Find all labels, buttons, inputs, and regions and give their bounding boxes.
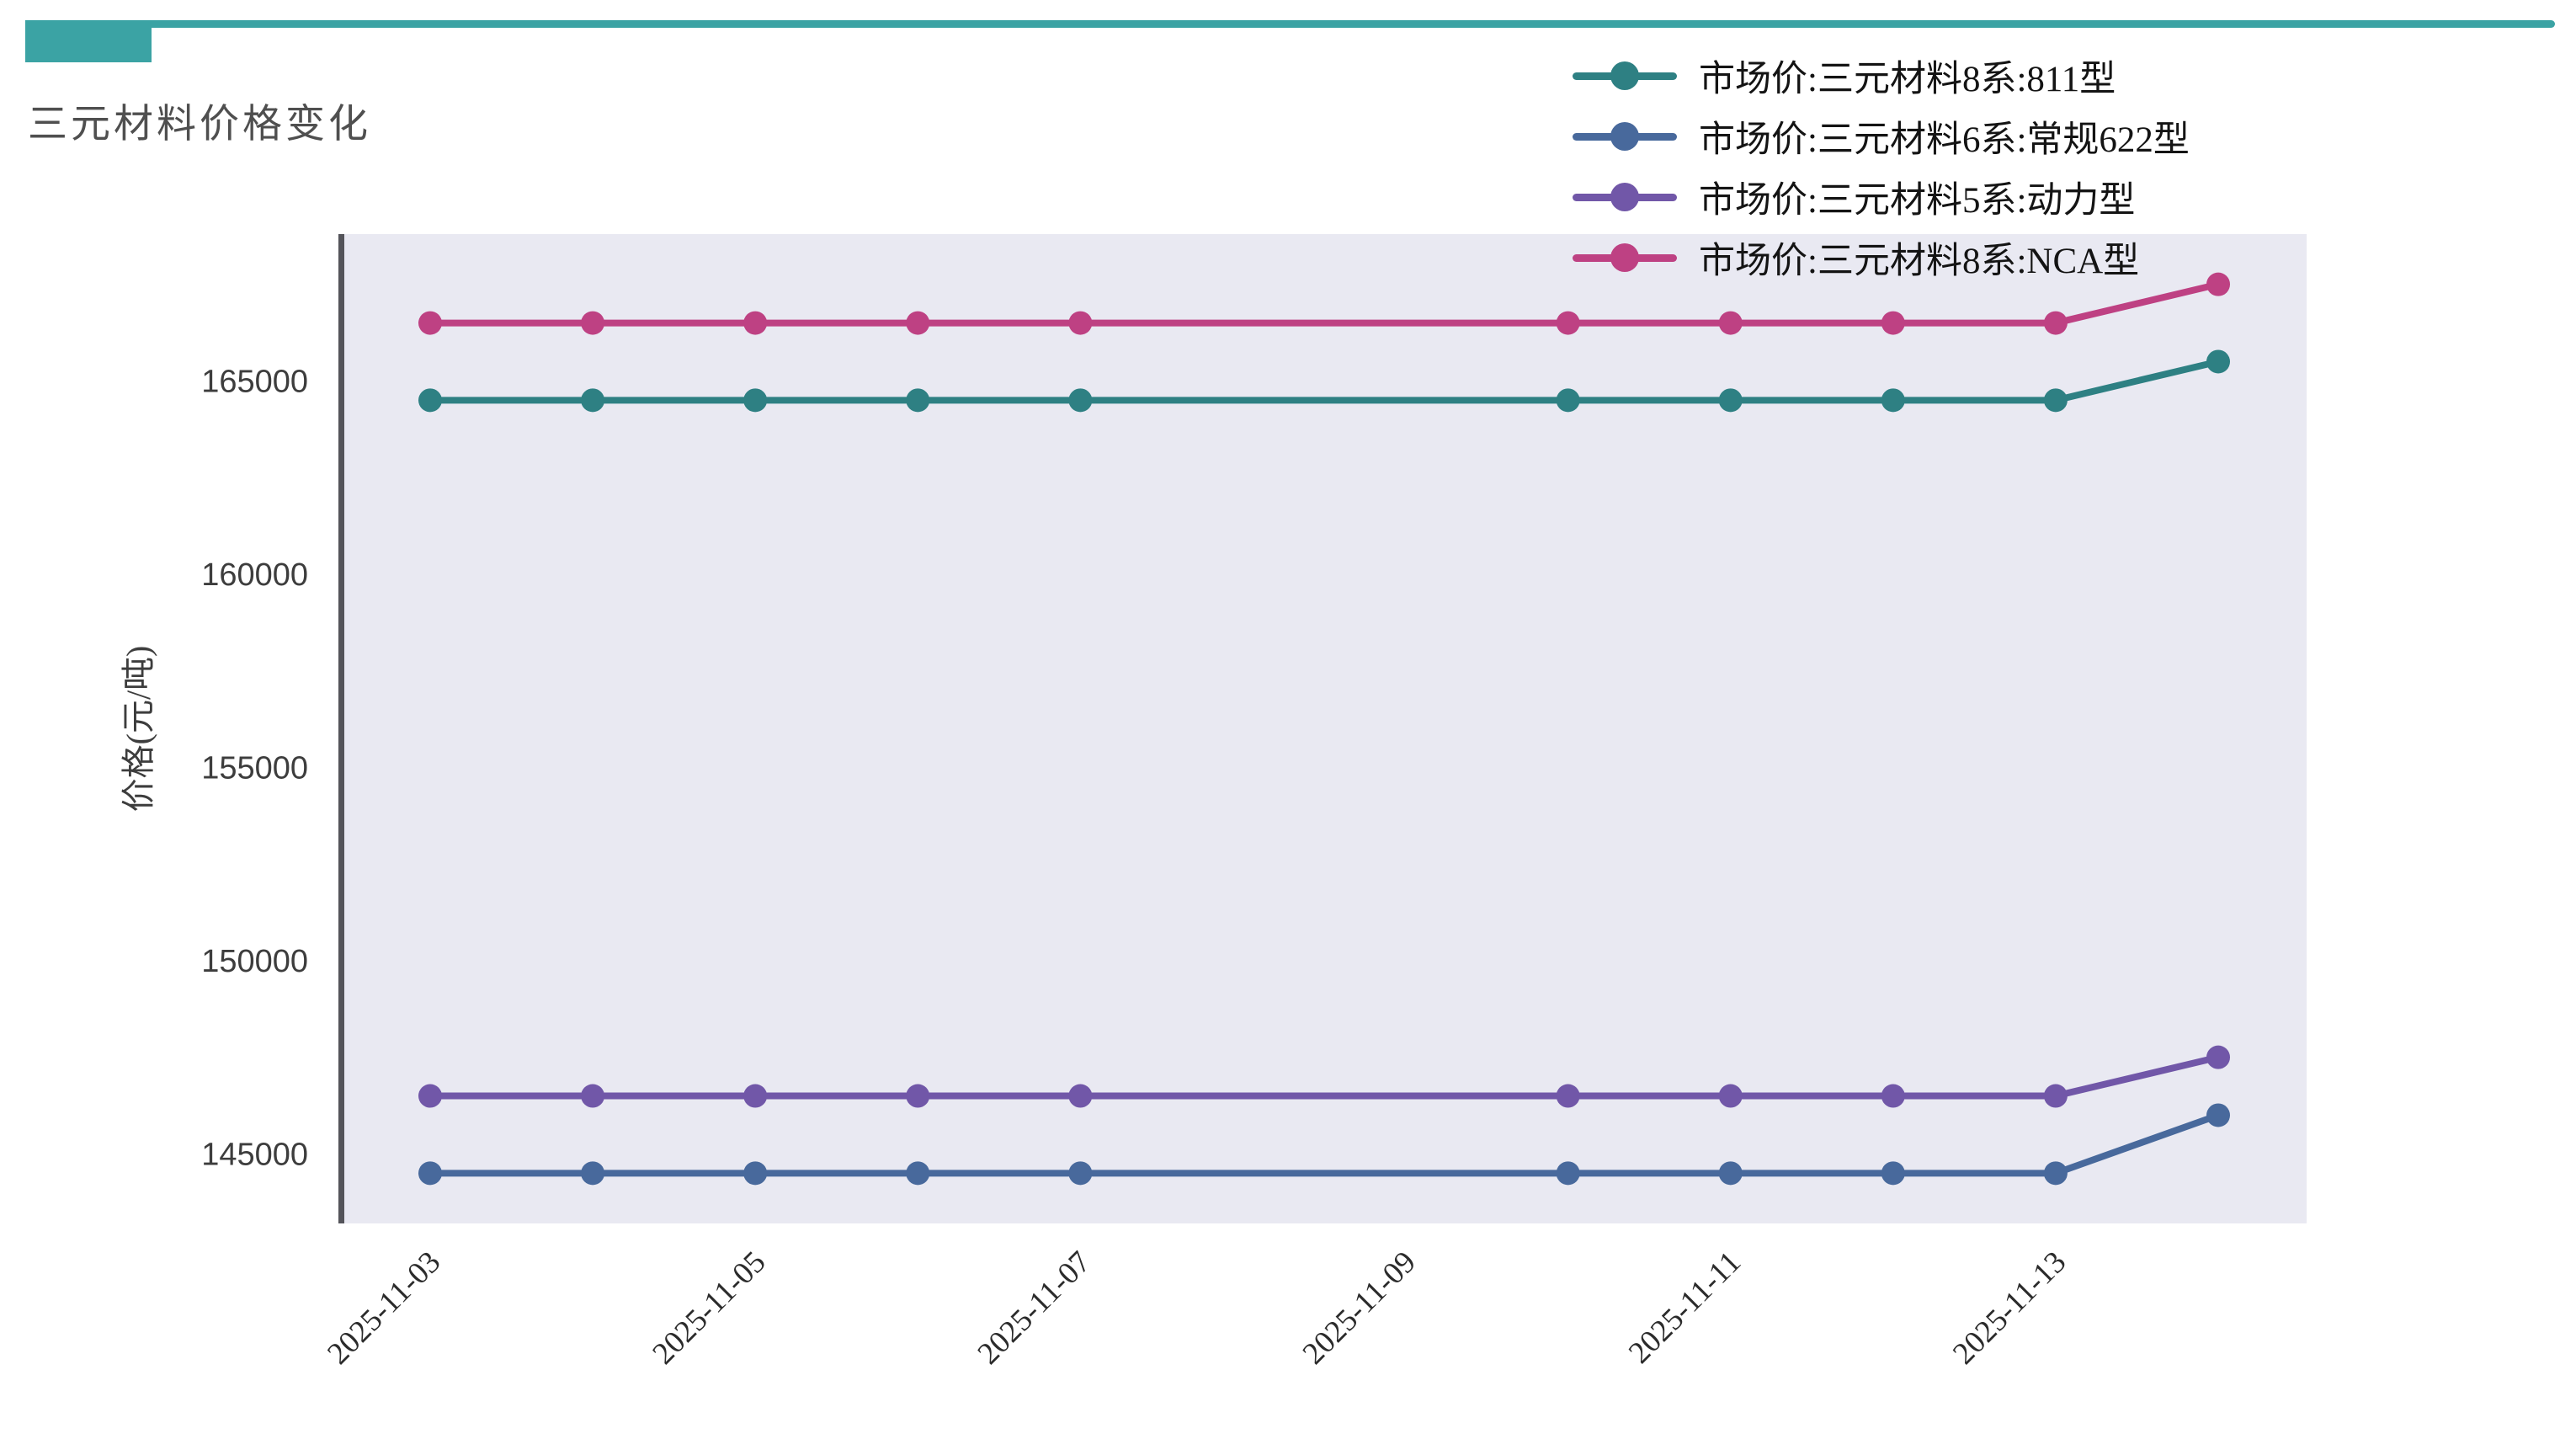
x-tick-label: 2025-11-07 xyxy=(971,1244,1098,1371)
y-tick-label: 155000 xyxy=(201,750,308,786)
y-axis-title: 价格(元/吨) xyxy=(120,646,157,813)
series-line xyxy=(427,280,2222,327)
data-point-marker xyxy=(418,388,442,413)
data-point-marker xyxy=(2043,1084,2068,1108)
x-tick-label: 2025-11-03 xyxy=(321,1244,447,1371)
header-accent-rule xyxy=(152,20,2555,28)
data-point-marker xyxy=(743,388,768,413)
y-tick-label: 160000 xyxy=(201,557,308,593)
x-tick-label: 2025-11-09 xyxy=(1296,1244,1423,1371)
x-tick-label: 2025-11-13 xyxy=(1946,1244,2073,1371)
data-point-marker xyxy=(2206,1045,2230,1069)
data-point-marker xyxy=(1068,1161,1093,1186)
data-point-marker xyxy=(2043,311,2068,335)
data-point-marker xyxy=(1881,1084,1905,1108)
data-point-marker xyxy=(1881,388,1905,413)
data-point-marker xyxy=(1068,1084,1093,1108)
y-tick-label: 145000 xyxy=(201,1137,308,1172)
data-point-marker xyxy=(1068,388,1093,413)
legend-label: 市场价:三元材料8系:NCA型 xyxy=(1699,242,2140,281)
data-point-marker xyxy=(1718,388,1743,413)
legend-label: 市场价:三元材料6系:常规622型 xyxy=(1699,120,2190,160)
header-accent-block xyxy=(25,20,152,62)
data-point-marker xyxy=(2206,1103,2230,1127)
legend-item-power[interactable]: 市场价:三元材料5系:动力型 xyxy=(1573,167,2190,227)
series-line xyxy=(427,1111,2222,1177)
data-point-marker xyxy=(418,311,442,335)
plot-area xyxy=(342,234,2307,1223)
data-point-marker xyxy=(743,1084,768,1108)
legend-item-622[interactable]: 市场价:三元材料6系:常规622型 xyxy=(1573,106,2190,167)
data-point-marker xyxy=(1881,1161,1905,1186)
data-point-marker xyxy=(1068,311,1093,335)
data-point-marker xyxy=(743,1161,768,1186)
page-title: 三元材料价格变化 xyxy=(28,103,371,147)
legend-marker-icon xyxy=(1573,180,1677,214)
legend-marker-icon xyxy=(1573,120,1677,153)
data-point-marker xyxy=(1718,1161,1743,1186)
data-point-marker xyxy=(743,311,768,335)
data-point-marker xyxy=(418,1084,442,1108)
series-line xyxy=(427,1053,2222,1100)
y-tick-label: 165000 xyxy=(201,364,308,399)
data-point-marker xyxy=(906,1084,930,1108)
data-point-marker xyxy=(1718,1084,1743,1108)
data-point-marker xyxy=(1556,1084,1580,1108)
y-tick-label: 150000 xyxy=(201,944,308,979)
data-point-marker xyxy=(581,1084,605,1108)
y-axis-spine xyxy=(338,234,344,1223)
data-point-marker xyxy=(2206,272,2230,296)
data-point-marker xyxy=(906,311,930,335)
data-point-marker xyxy=(2206,349,2230,374)
data-point-marker xyxy=(1556,1161,1580,1186)
data-point-marker xyxy=(2043,1161,2068,1186)
data-point-marker xyxy=(1556,388,1580,413)
series-line xyxy=(427,358,2222,404)
data-point-marker xyxy=(1881,311,1905,335)
legend-label: 市场价:三元材料8系:811型 xyxy=(1699,60,2116,99)
data-point-marker xyxy=(1718,311,1743,335)
legend-label: 市场价:三元材料5系:动力型 xyxy=(1699,181,2136,221)
legend-item-811[interactable]: 市场价:三元材料8系:811型 xyxy=(1573,45,2190,106)
data-point-marker xyxy=(581,1161,605,1186)
data-point-marker xyxy=(2043,388,2068,413)
legend-marker-icon xyxy=(1573,241,1677,274)
legend-item-nca[interactable]: 市场价:三元材料8系:NCA型 xyxy=(1573,227,2190,288)
data-point-marker xyxy=(581,311,605,335)
data-point-marker xyxy=(1556,311,1580,335)
chart-legend: 市场价:三元材料8系:811型 市场价:三元材料6系:常规622型 市场价:三元… xyxy=(1573,45,2190,288)
data-point-marker xyxy=(418,1161,442,1186)
x-tick-label: 2025-11-11 xyxy=(1622,1244,1748,1370)
x-tick-label: 2025-11-05 xyxy=(646,1244,772,1371)
data-point-marker xyxy=(906,1161,930,1186)
legend-marker-icon xyxy=(1573,59,1677,93)
data-point-marker xyxy=(581,388,605,413)
data-point-marker xyxy=(906,388,930,413)
